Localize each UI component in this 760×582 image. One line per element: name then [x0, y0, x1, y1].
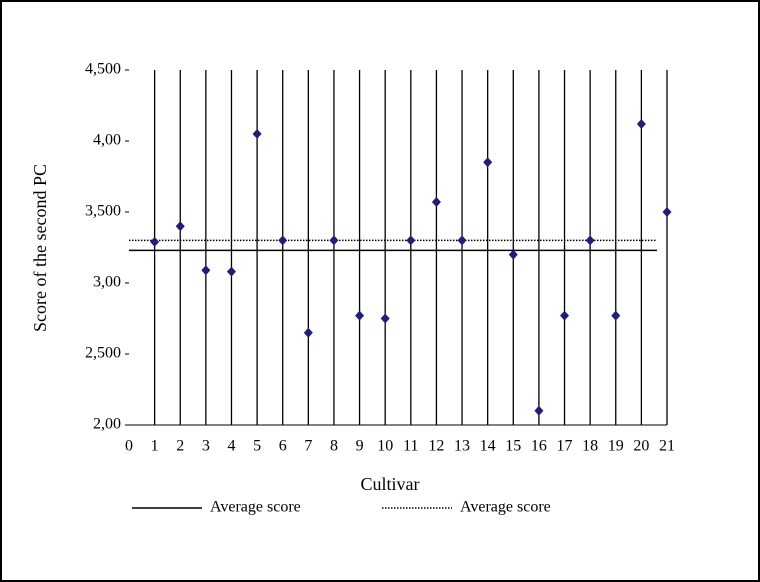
x-tick-label: 20 — [633, 438, 649, 455]
point — [560, 310, 570, 321]
x-tick-label: 6 — [279, 438, 287, 455]
y-tick-label: 3,500 — [85, 203, 121, 220]
point — [380, 313, 390, 324]
x-tick-label: 15 — [505, 438, 521, 455]
point — [457, 235, 467, 246]
point — [662, 207, 672, 217]
x-tick-label: 21 — [659, 438, 675, 455]
x-tick-label: 3 — [202, 438, 210, 455]
x-tick-label: 18 — [582, 438, 598, 455]
legend-label: Average score — [460, 499, 551, 516]
point — [431, 197, 441, 208]
y-axis-label: Score of the second PC — [30, 164, 50, 332]
x-tick-label: 4 — [227, 438, 235, 455]
point — [534, 405, 544, 416]
point — [278, 235, 288, 246]
point — [508, 249, 518, 260]
point — [303, 327, 313, 338]
x-tick-label: 19 — [608, 438, 624, 455]
x-tick-label: 17 — [557, 438, 573, 455]
point — [636, 118, 646, 129]
point — [355, 310, 365, 321]
point — [175, 221, 185, 232]
y-tick-label: 4,500 — [85, 61, 121, 78]
x-tick-label: 14 — [480, 438, 496, 455]
y-tick-label: 2,00 — [93, 416, 121, 433]
point — [329, 235, 339, 246]
y-tick-label: 3,00 — [93, 274, 121, 291]
point — [611, 310, 621, 321]
x-tick-label: 12 — [428, 438, 444, 455]
x-tick-label: 8 — [330, 438, 338, 455]
x-tick-label: 0 — [125, 438, 133, 455]
x-tick-label: 9 — [356, 438, 364, 455]
x-tick-label: 1 — [151, 438, 159, 455]
x-tick-label: 10 — [377, 438, 393, 455]
x-tick-label: 11 — [403, 438, 418, 455]
x-tick-label: 7 — [304, 438, 312, 455]
point — [252, 128, 262, 139]
point — [201, 265, 211, 276]
point — [150, 236, 160, 247]
point — [483, 157, 493, 168]
point — [406, 235, 416, 246]
y-tick-label: 4,00 — [93, 132, 121, 149]
x-tick-label: 13 — [454, 438, 470, 455]
point — [226, 266, 236, 277]
y-tick-label: 2,500 — [85, 345, 121, 362]
legend-label: Average score — [210, 499, 301, 516]
x-tick-label: 16 — [531, 438, 547, 455]
x-axis-label: Cultivar — [361, 474, 420, 494]
x-tick-label: 2 — [176, 438, 184, 455]
x-tick-label: 5 — [253, 438, 261, 455]
point — [585, 235, 595, 246]
